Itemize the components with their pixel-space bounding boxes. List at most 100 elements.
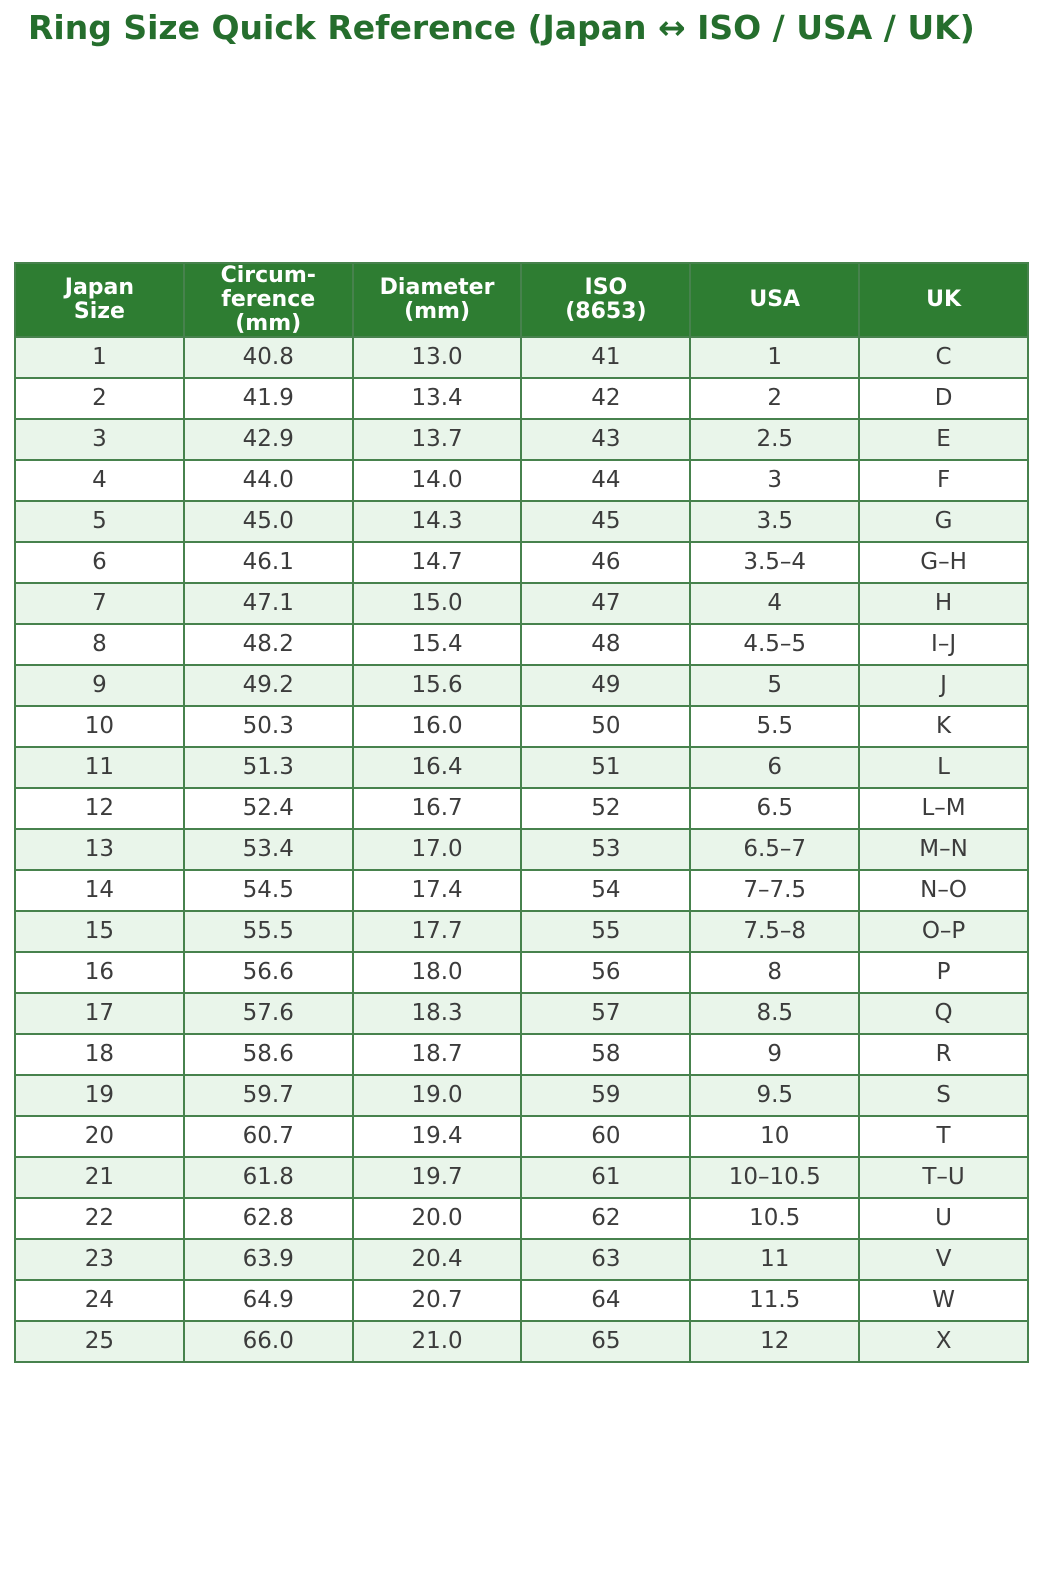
table-cell: G — [858, 500, 1029, 543]
table-cell: 19.7 — [351, 1156, 523, 1199]
table-cell: 14.7 — [351, 541, 523, 584]
table-row: 9 49.2 15.6 49 5 J — [14, 664, 1029, 707]
table-cell: 25 — [14, 1320, 185, 1363]
table-cell: 55 — [520, 910, 692, 953]
table-cell: 15.6 — [351, 664, 523, 707]
table-cell: 62 — [520, 1197, 692, 1240]
table-cell: 12 — [689, 1320, 861, 1363]
table-cell: 11 — [14, 746, 185, 789]
table-cell: T–U — [858, 1156, 1029, 1199]
table-cell: 44 — [520, 459, 692, 502]
table-cell: 54 — [520, 869, 692, 912]
table-cell: 55.5 — [182, 910, 354, 953]
table-cell: 47.1 — [182, 582, 354, 625]
table-cell: 44.0 — [182, 459, 354, 502]
table-cell: 3.5 — [689, 500, 861, 543]
table-cell: 15.4 — [351, 623, 523, 666]
table-cell: 51 — [520, 746, 692, 789]
table-cell: 43 — [520, 418, 692, 461]
table-cell: W — [858, 1279, 1029, 1322]
table-cell: 15 — [14, 910, 185, 953]
table-cell: K — [858, 705, 1029, 748]
table-cell: 22 — [14, 1197, 185, 1240]
table-cell: 50 — [520, 705, 692, 748]
table-cell: 13.4 — [351, 377, 523, 420]
ring-size-conversion-table: Japan Size Circum- ference (mm) Diameter (… — [14, 262, 1029, 1363]
table-cell: H — [858, 582, 1029, 625]
table-cell: 57 — [520, 992, 692, 1035]
table-cell: E — [858, 418, 1029, 461]
table-cell: 5.5 — [689, 705, 861, 748]
table-cell: 42 — [520, 377, 692, 420]
table-cell: 4 — [689, 582, 861, 625]
table-cell: Q — [858, 992, 1029, 1035]
table-cell: 5 — [689, 664, 861, 707]
table-cell: 16.0 — [351, 705, 523, 748]
table-row: 19 59.7 19.0 59 9.5 S — [14, 1074, 1029, 1117]
table-cell: G–H — [858, 541, 1029, 584]
table-cell: 56.6 — [182, 951, 354, 994]
table-cell: 7.5–8 — [689, 910, 861, 953]
table-cell: 60.7 — [182, 1115, 354, 1158]
table-cell: 1 — [689, 336, 861, 379]
column-header: Circum- ference (mm) — [182, 262, 354, 338]
table-cell: 9.5 — [689, 1074, 861, 1117]
table-cell: 64.9 — [182, 1279, 354, 1322]
table-cell: 2 — [14, 377, 185, 420]
table-cell: 41 — [520, 336, 692, 379]
table-cell: 8 — [14, 623, 185, 666]
table-cell: 19.4 — [351, 1115, 523, 1158]
table-row: 24 64.9 20.7 64 11.5 W — [14, 1279, 1029, 1322]
table-cell: 24 — [14, 1279, 185, 1322]
table-cell: 63.9 — [182, 1238, 354, 1281]
table-cell: 58.6 — [182, 1033, 354, 1076]
table-row: 11 51.3 16.4 51 6 L — [14, 746, 1029, 789]
table-cell: P — [858, 951, 1029, 994]
table-cell: 16 — [14, 951, 185, 994]
table-cell: 14 — [14, 869, 185, 912]
table-cell: 8 — [689, 951, 861, 994]
table-row: 22 62.8 20.0 62 10.5 U — [14, 1197, 1029, 1240]
table-cell: 21.0 — [351, 1320, 523, 1363]
table-cell: 15.0 — [351, 582, 523, 625]
table-cell: 66.0 — [182, 1320, 354, 1363]
table-cell: 48.2 — [182, 623, 354, 666]
table-row: 8 48.2 15.4 48 4.5–5 I–J — [14, 623, 1029, 666]
table-cell: 17 — [14, 992, 185, 1035]
table-cell: 18.7 — [351, 1033, 523, 1076]
table-cell: S — [858, 1074, 1029, 1117]
table-cell: 11.5 — [689, 1279, 861, 1322]
table-cell: N–O — [858, 869, 1029, 912]
table-row: 20 60.7 19.4 60 10 T — [14, 1115, 1029, 1158]
table-cell: U — [858, 1197, 1029, 1240]
table-cell: 61 — [520, 1156, 692, 1199]
table-cell: 54.5 — [182, 869, 354, 912]
table-row: 21 61.8 19.7 61 10–10.5 T–U — [14, 1156, 1029, 1199]
table-cell: 19 — [14, 1074, 185, 1117]
table-cell: 18 — [14, 1033, 185, 1076]
table-cell: 47 — [520, 582, 692, 625]
table-cell: 56 — [520, 951, 692, 994]
table-cell: 5 — [14, 500, 185, 543]
table-cell: 13.7 — [351, 418, 523, 461]
table-cell: 21 — [14, 1156, 185, 1199]
table-cell: 53.4 — [182, 828, 354, 871]
table-cell: 48 — [520, 623, 692, 666]
table-cell: 14.0 — [351, 459, 523, 502]
table-cell: I–J — [858, 623, 1029, 666]
header-row: Japan Size Circum- ference (mm) Diameter (… — [14, 262, 1029, 338]
table-cell: 7 — [14, 582, 185, 625]
table-cell: 2 — [689, 377, 861, 420]
table-cell: L–M — [858, 787, 1029, 830]
table-row: 4 44.0 14.0 44 3 F — [14, 459, 1029, 502]
table-cell: 17.4 — [351, 869, 523, 912]
table-cell: 12 — [14, 787, 185, 830]
table-cell: 50.3 — [182, 705, 354, 748]
table-cell: V — [858, 1238, 1029, 1281]
table-cell: 17.7 — [351, 910, 523, 953]
table-cell: R — [858, 1033, 1029, 1076]
table-cell: 2.5 — [689, 418, 861, 461]
table-body: 1 40.8 13.0 41 1 C 2 41.9 13.4 42 2 D 3 42.9 13.7 43 2.5… — [14, 336, 1029, 1363]
table-row: 2 41.9 13.4 42 2 D — [14, 377, 1029, 420]
table-cell: 7–7.5 — [689, 869, 861, 912]
